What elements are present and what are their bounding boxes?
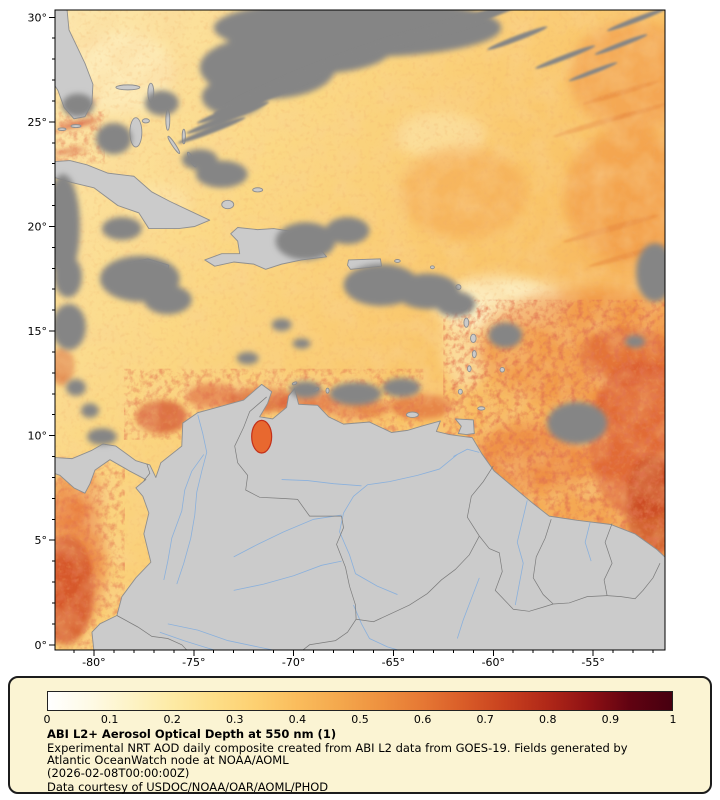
- x-axis-label: -60°: [482, 656, 505, 669]
- colorbar-tick: 0.4: [288, 713, 307, 726]
- cloud-streaks: [177, 10, 665, 144]
- rivers: [159, 414, 592, 650]
- colorbar-tick: 0.6: [413, 713, 432, 726]
- x-axis-label: -55°: [581, 656, 604, 669]
- x-axis-label: -70°: [282, 656, 305, 669]
- colorbar-tick: 0.1: [100, 713, 119, 726]
- country-borders: [116, 396, 661, 650]
- colorbar: [47, 691, 673, 711]
- y-axis-label: 20°: [28, 221, 48, 234]
- y-axis-label: 25°: [28, 116, 48, 129]
- axis-ticks: [49, 16, 654, 656]
- legend-description: Experimental NRT AOD daily composite cre…: [47, 740, 628, 767]
- y-axis-label: 15°: [28, 325, 48, 338]
- colorbar-tick: 0.5: [351, 713, 369, 726]
- x-axis-label: -80°: [82, 656, 105, 669]
- legend-title: ABI L2+ Aerosol Optical Depth at 550 nm …: [47, 727, 337, 741]
- aod-map-figure: 30° 25° 20° 15° 10° 5° 0° -80° -75° -70°…: [27, 9, 666, 669]
- colorbar-tick: 0.3: [226, 713, 244, 726]
- map-plot: 30° 25° 20° 15° 10° 5° 0° -80° -75° -70°…: [28, 9, 666, 669]
- legend-credit: Data courtesy of USDOC/NOAA/OAR/AOML/PHO…: [47, 780, 329, 795]
- y-axis-label: 5°: [35, 534, 48, 547]
- colorbar-tick-labels: 0 0.1 0.2 0.3 0.4 0.5 0.6 0.7 0.8 0.9 1: [43, 713, 677, 727]
- cuba: [55, 160, 211, 230]
- map-frame: [54, 9, 666, 651]
- colorbar-tick: 0.8: [539, 713, 557, 726]
- map-canvas: [55, 10, 665, 650]
- colorbar-tick: 0.9: [601, 713, 620, 726]
- landmasses: [55, 10, 665, 650]
- y-axis-label: 10°: [28, 430, 48, 443]
- y-axis-label: 30°: [28, 11, 48, 24]
- colorbar-tick: 0.2: [163, 713, 181, 726]
- x-axis-label: -65°: [382, 656, 405, 669]
- x-axis: -80° -75° -70° -65° -60° -55°: [82, 656, 605, 669]
- legend-panel: 0 0.1 0.2 0.3 0.4 0.5 0.6 0.7 0.8 0.9 1 …: [8, 676, 712, 794]
- colorbar-tick: 0.7: [476, 713, 494, 726]
- south-america-mainland: [55, 383, 665, 650]
- colorbar-tick: 1: [669, 713, 677, 726]
- legend-timestamp: (2026-02-08T00:00:00Z): [47, 766, 190, 781]
- trinidad: [454, 418, 475, 436]
- cloud-cover-layer: [55, 10, 665, 446]
- colorbar-tick: 0: [43, 713, 51, 726]
- y-axis-label: 0°: [35, 639, 48, 652]
- y-axis: 30° 25° 20° 15° 10° 5° 0°: [28, 11, 48, 652]
- lake-maracaibo: [251, 419, 273, 454]
- x-axis-label: -75°: [182, 656, 205, 669]
